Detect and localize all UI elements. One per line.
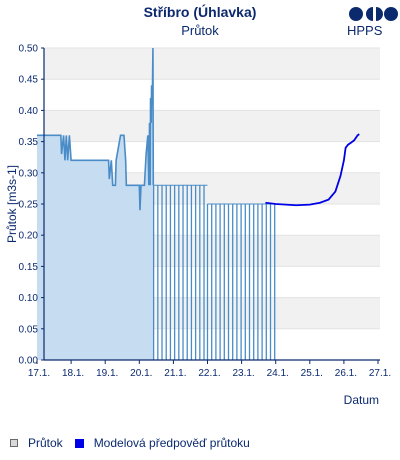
- x-tick-label: 27.1.: [369, 368, 391, 379]
- series-prutok-line: [37, 47, 155, 211]
- y-tick-label: 0.40: [19, 106, 39, 117]
- y-tick-label: 0.50: [19, 44, 39, 55]
- y-tick-label: 0.15: [19, 262, 39, 273]
- y-tick-label: 0.45: [19, 75, 39, 86]
- y-tick-label: 0.25: [19, 200, 39, 211]
- flow-chart: 0.00 0.05 0.10 0.15 0.20 0.25 0.30 0.35 0.40 0.45…: [5, 44, 391, 408]
- legend-swatch-prutok: [10, 439, 18, 447]
- legend-swatch-forecast: [74, 438, 84, 448]
- y-tick-label: 0.05: [19, 324, 39, 335]
- x-tick-label: 24.1.: [267, 368, 289, 379]
- y-tick-label: 0.20: [19, 231, 39, 242]
- x-tick-label: 25.1.: [301, 368, 323, 379]
- x-axis-title: Datum: [344, 393, 379, 407]
- legend-label-forecast: Modelová předpověď průtoku: [93, 436, 250, 450]
- hpps-logo: [349, 7, 398, 21]
- logo-text: HPPS: [347, 23, 383, 38]
- y-tick-label: 0.35: [19, 137, 39, 148]
- y-tick-label: 0.30: [19, 168, 39, 179]
- x-tick-label: 17.1.: [28, 368, 50, 379]
- chart-subtitle: Průtok: [181, 23, 219, 38]
- x-tick-label: 22.1.: [198, 368, 220, 379]
- series-prutok-area: [37, 48, 154, 360]
- y-axis-title: Průtok [m3s-1]: [5, 165, 19, 243]
- logo-half-circle: [366, 7, 373, 21]
- grid-band: [44, 110, 380, 142]
- x-tick-label: 23.1.: [232, 368, 254, 379]
- series-forecast-line: [265, 133, 360, 207]
- x-tick-label: 18.1.: [62, 368, 84, 379]
- logo-circle-right: [384, 7, 398, 21]
- x-tick-label: 19.1.: [96, 368, 118, 379]
- y-tick-label: 0.10: [19, 293, 39, 304]
- logo-half-circle-right: [376, 7, 383, 21]
- x-tick-label: 20.1.: [130, 368, 152, 379]
- logo-circle-left: [349, 7, 363, 21]
- x-tick-label: 21.1.: [164, 368, 186, 379]
- chart-title: Stříbro (Úhlavka): [143, 4, 257, 20]
- grid-band: [44, 48, 380, 80]
- y-tick-label: 0.00: [19, 356, 39, 367]
- legend-label-prutok: Průtok: [28, 436, 63, 450]
- x-tick-label: 26.1.: [335, 368, 357, 379]
- grid-band: [44, 79, 380, 111]
- chart-legend: Průtok Modelová předpověď průtoku: [10, 436, 262, 450]
